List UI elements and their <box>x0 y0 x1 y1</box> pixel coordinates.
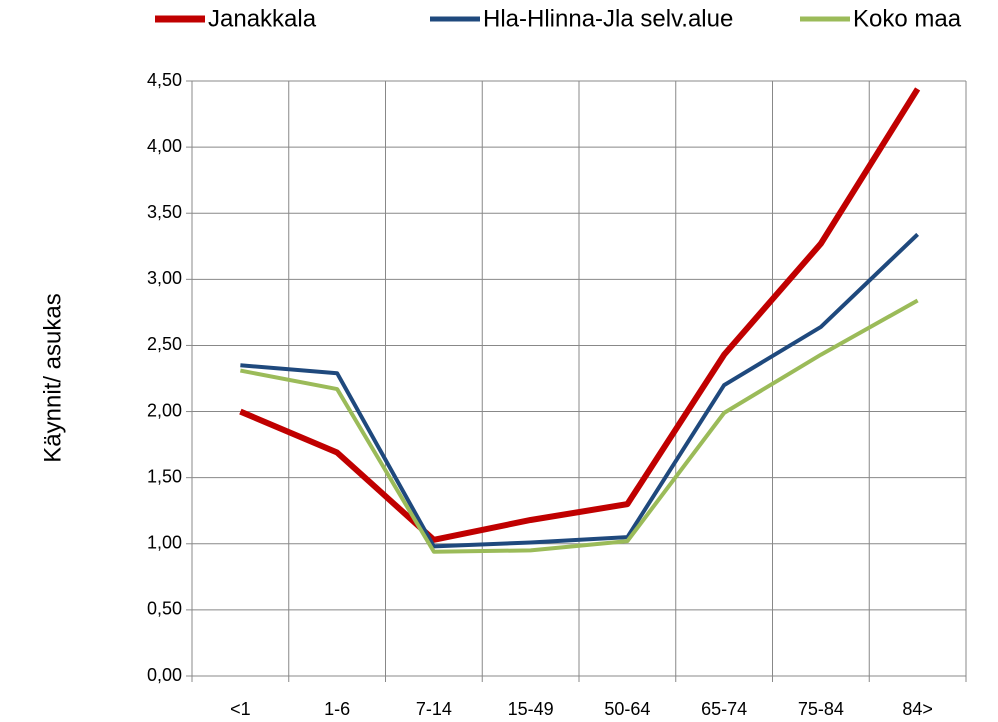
y-axis-label: Käynnit/ asukas <box>39 293 66 462</box>
y-tick-label: 0,50 <box>147 599 182 619</box>
x-tick-label: 7-14 <box>416 699 452 719</box>
y-tick-label: 2,00 <box>147 400 182 420</box>
y-tick-label: 2,50 <box>147 334 182 354</box>
x-tick-label: <1 <box>230 699 251 719</box>
x-tick-label: 50-64 <box>604 699 650 719</box>
legend-label: Hla-Hlinna-Jla selv.alue <box>483 5 733 32</box>
y-tick-label: 3,00 <box>147 268 182 288</box>
x-tick-label: 15-49 <box>508 699 554 719</box>
x-tick-label: 84> <box>902 699 933 719</box>
y-tick-label: 4,50 <box>147 70 182 90</box>
y-tick-label: 1,50 <box>147 466 182 486</box>
legend-label: Janakkala <box>208 5 317 32</box>
x-tick-label: 1-6 <box>324 699 350 719</box>
x-tick-label: 65-74 <box>701 699 747 719</box>
x-tick-label: 75-84 <box>798 699 844 719</box>
series-line <box>239 298 919 554</box>
y-tick-label: 0,00 <box>147 665 182 685</box>
series-line <box>239 87 921 543</box>
series-line <box>240 232 920 549</box>
legend-label: Koko maa <box>853 5 962 32</box>
y-tick-label: 3,50 <box>147 202 182 222</box>
y-tick-label: 4,00 <box>147 136 182 156</box>
y-tick-label: 1,00 <box>147 533 182 553</box>
